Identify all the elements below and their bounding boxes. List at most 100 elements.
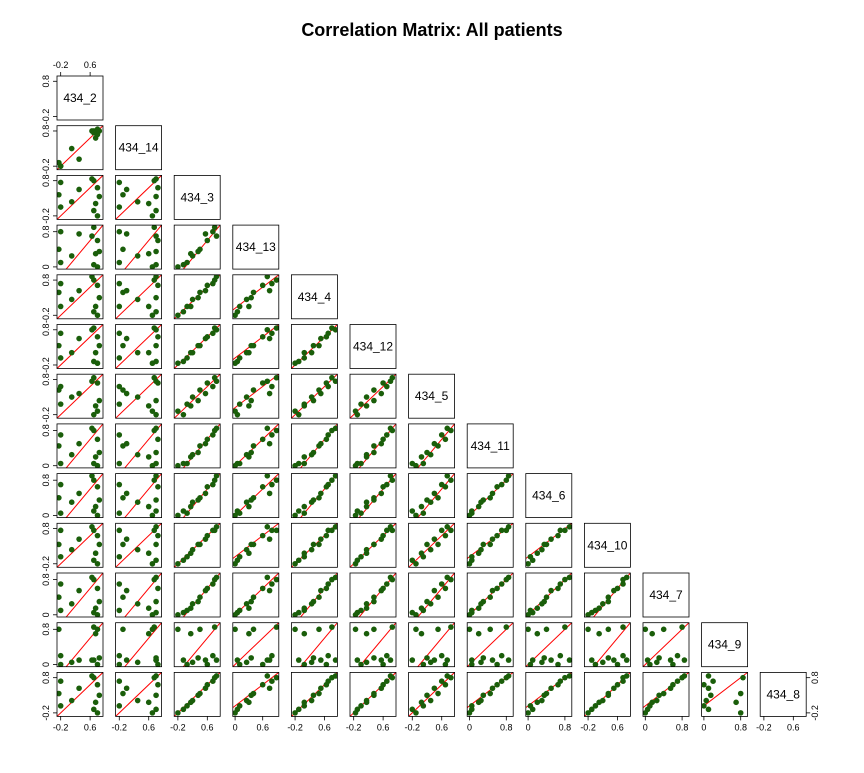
point <box>448 624 454 630</box>
point <box>123 287 130 294</box>
panel-frame <box>173 672 221 717</box>
panel-frame <box>408 622 456 668</box>
point <box>96 449 103 456</box>
panel <box>175 622 221 667</box>
point <box>204 661 211 667</box>
point <box>378 490 385 497</box>
point <box>153 524 159 530</box>
identity-line <box>701 672 748 708</box>
panel <box>174 324 221 369</box>
point <box>92 503 99 510</box>
point <box>605 598 612 605</box>
panel <box>643 672 689 716</box>
point <box>197 626 203 633</box>
point <box>525 710 531 716</box>
identity-line <box>299 622 338 667</box>
point <box>620 624 626 630</box>
point <box>494 484 500 490</box>
point <box>264 473 271 479</box>
variable-name: 434_5 <box>415 389 449 403</box>
point <box>264 657 271 663</box>
point <box>116 179 123 186</box>
point <box>153 609 159 616</box>
point <box>269 527 275 534</box>
point <box>409 706 416 713</box>
point <box>418 699 425 706</box>
panel <box>115 324 162 369</box>
point <box>605 690 612 697</box>
point <box>210 432 216 438</box>
point <box>213 574 220 581</box>
point <box>197 690 203 697</box>
point <box>387 574 394 581</box>
point <box>57 303 64 310</box>
panel <box>525 573 572 617</box>
point <box>264 425 271 432</box>
point <box>273 674 279 681</box>
panel-frame <box>56 274 104 320</box>
panel-frame <box>759 672 807 717</box>
point <box>380 681 386 688</box>
point <box>310 541 317 548</box>
point <box>427 697 434 704</box>
point <box>592 661 599 667</box>
point <box>153 473 159 479</box>
panel-frame <box>466 473 514 519</box>
identity-line <box>65 225 103 270</box>
point <box>269 383 275 390</box>
point <box>557 581 564 587</box>
point <box>120 387 126 393</box>
point <box>318 536 324 542</box>
panel <box>175 573 221 617</box>
point <box>250 594 257 600</box>
point <box>187 605 194 611</box>
point <box>435 690 441 697</box>
panel-frame <box>56 224 104 270</box>
y-tick-label: -0.2 <box>41 208 51 224</box>
point <box>431 490 438 497</box>
point <box>213 524 220 530</box>
point <box>498 481 505 488</box>
point <box>145 250 152 257</box>
point <box>266 287 273 294</box>
panel-frame <box>56 324 104 369</box>
point <box>611 685 617 692</box>
point <box>210 330 216 337</box>
y-tick-label: -0.2 <box>41 357 51 373</box>
identity-line <box>65 573 103 617</box>
point <box>68 349 75 356</box>
point <box>202 231 209 237</box>
point <box>332 425 338 432</box>
point <box>548 657 554 663</box>
point <box>76 287 82 294</box>
point <box>469 703 475 709</box>
point <box>323 436 330 443</box>
y-tick-label: -0.2 <box>41 705 51 721</box>
point <box>295 657 302 663</box>
point <box>153 326 159 333</box>
panel <box>116 225 162 270</box>
point <box>92 454 99 460</box>
point <box>232 626 238 633</box>
point <box>487 541 494 548</box>
point <box>250 443 257 449</box>
point <box>605 655 612 661</box>
point <box>116 432 123 438</box>
point <box>197 289 203 296</box>
point <box>489 587 496 594</box>
identity-line <box>417 622 455 667</box>
point <box>478 659 484 666</box>
panel-frame <box>349 473 397 519</box>
panel <box>174 374 221 419</box>
point <box>489 685 496 692</box>
point <box>332 473 338 479</box>
point <box>431 536 438 542</box>
point <box>354 411 361 418</box>
point <box>679 624 685 630</box>
point <box>329 374 335 381</box>
point <box>184 259 190 266</box>
point <box>611 657 617 663</box>
point <box>600 601 606 607</box>
point <box>494 681 500 688</box>
point <box>155 334 161 340</box>
